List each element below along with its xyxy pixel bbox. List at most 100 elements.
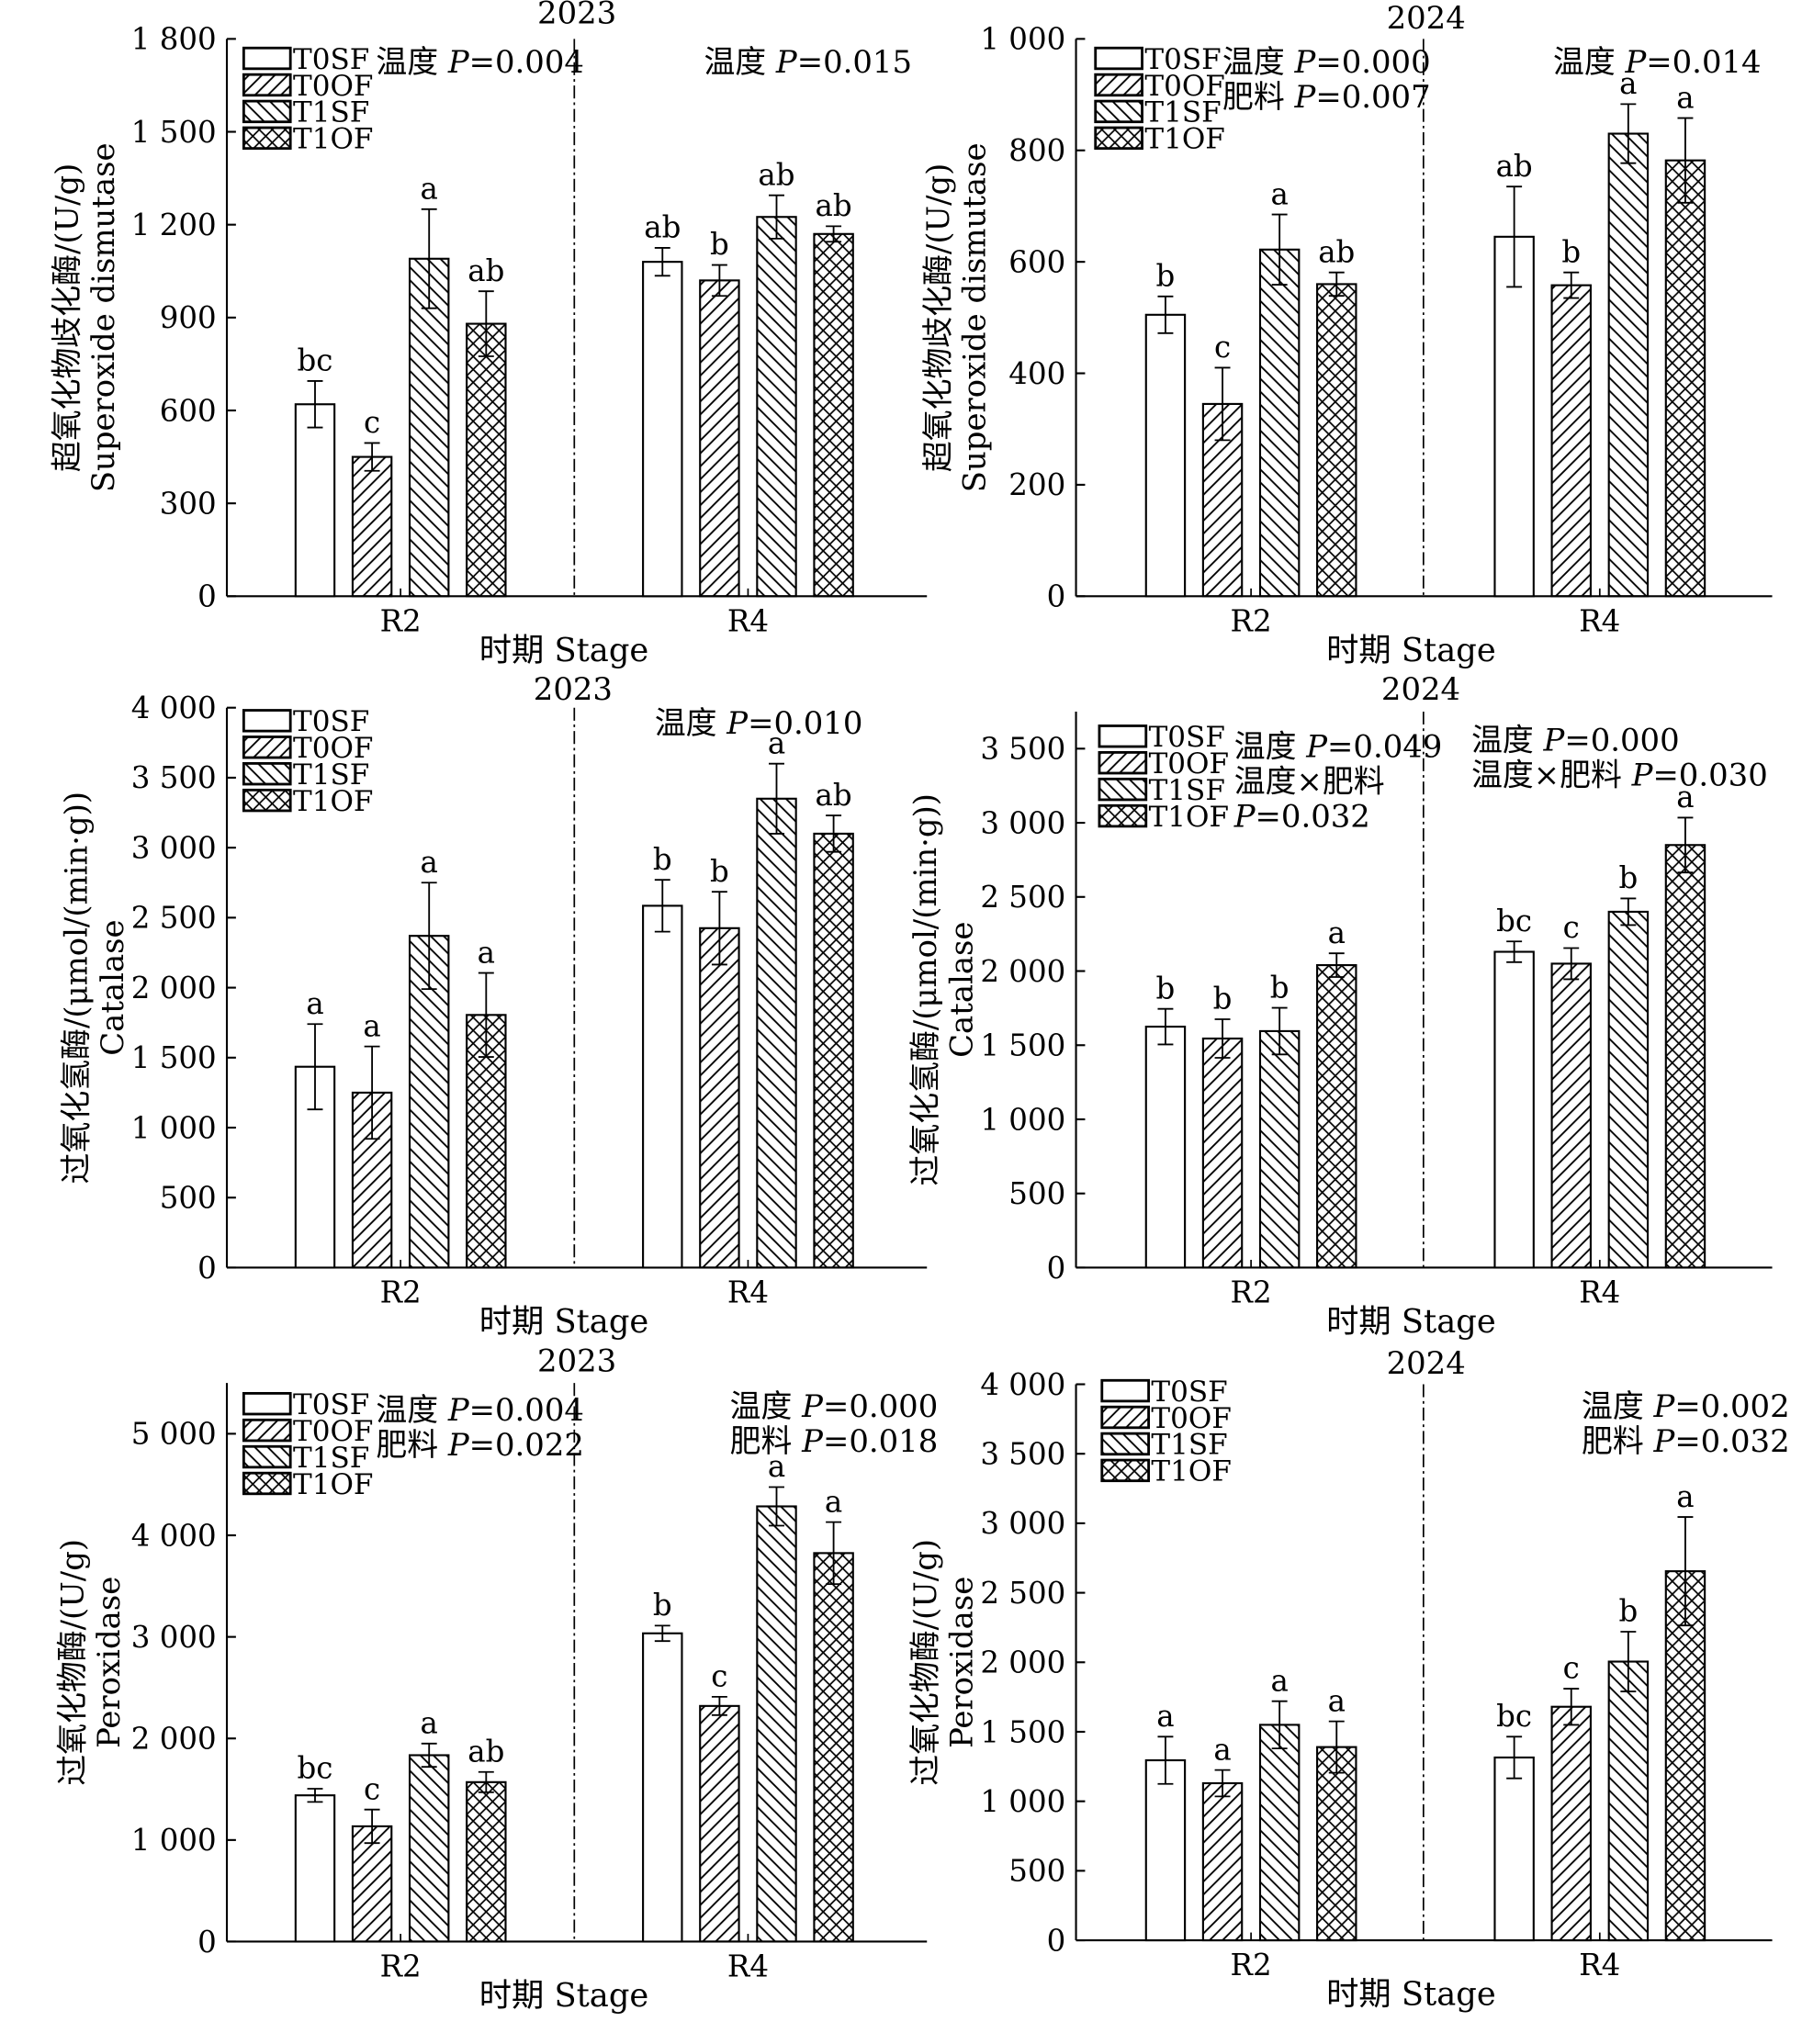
chart-panel-1: 0 300 600 900 1 200 1 500 1 800 2023 超氧化物歧化酶/(U/…: [50, 0, 928, 669]
legend-label: T0OF: [293, 732, 373, 765]
significance-letter: b: [1618, 1594, 1638, 1629]
bar-T0SF-R4: [1493, 950, 1535, 1269]
bar-T0OF-R4: [699, 1704, 740, 1943]
chart-title: 2024: [1381, 671, 1460, 707]
bar-T1OF-R4: [1664, 844, 1706, 1269]
y-tick-label: 1 000: [980, 1102, 1065, 1137]
bar-T0OF-R2: [351, 455, 393, 598]
significance-letter: a: [1328, 915, 1346, 950]
y-tick-label: 3 500: [980, 1437, 1065, 1472]
y-tick-label: 3 000: [980, 1506, 1065, 1541]
x-axis-label: 时期 Stage: [1326, 1303, 1496, 1341]
y-axis-label-cn: 过氧化物酶/(U/g): [54, 1539, 90, 1786]
chart-title: 2023: [534, 671, 613, 707]
chart-title: 2024: [1387, 0, 1466, 36]
x-tick-label: R2: [380, 1949, 422, 1984]
legend-swatch-T0SF: [242, 1391, 292, 1416]
legend-label: T1OF: [1151, 1455, 1231, 1488]
y-tick-label: 500: [1008, 1176, 1065, 1211]
significance-letter: b: [710, 227, 729, 262]
significance-letter: a: [1270, 176, 1288, 211]
legend-swatch-T1OF: [242, 126, 292, 151]
significance-letter: ab: [816, 778, 852, 813]
significance-letter: b: [653, 842, 672, 877]
significance-letter: c: [711, 1659, 727, 1694]
y-tick-label: 4 000: [980, 1367, 1065, 1402]
bar-T1SF-R4: [756, 1505, 797, 1943]
bar-T1SF-R2: [1258, 1724, 1301, 1942]
legend-label: T0SF: [293, 43, 369, 76]
significance-letter: ab: [467, 253, 504, 288]
y-tick-label: 3 000: [131, 1620, 217, 1655]
significance-letter: a: [363, 1008, 380, 1043]
y-tick-label: 0: [197, 579, 217, 614]
bar-T1OF-R2: [466, 322, 507, 598]
y-tick-label: 4 000: [131, 1518, 217, 1553]
x-tick-label: R2: [1231, 603, 1272, 638]
y-axis-label-cn: 过氧化物酶/(U/g): [907, 1539, 943, 1786]
legend-label: T0SF: [1151, 1376, 1227, 1409]
y-tick-label: 0: [197, 1925, 217, 1960]
y-tick-label: 1 200: [131, 208, 217, 242]
legend-label: T0OF: [1151, 1402, 1231, 1435]
x-tick-label: R2: [380, 1275, 422, 1310]
legend-label: T1OF: [293, 1468, 373, 1501]
y-tick-label: 0: [197, 1251, 217, 1286]
bar-T1SF-R2: [1258, 1029, 1301, 1269]
y-tick-label: 400: [1008, 356, 1065, 391]
bar-T0OF-R4: [1550, 1705, 1592, 1942]
bar-T0OF-R4: [699, 279, 740, 598]
y-axis-label-cn: 过氧化氢酶/(μmol/(min·g)): [59, 792, 95, 1184]
legend-label: T1OF: [293, 123, 373, 156]
significance-letter: a: [768, 725, 785, 760]
bar-T1OF-R4: [813, 1552, 854, 1943]
p-value-annotation: 温度 P=0.000: [1471, 722, 1680, 758]
legend-label: T0OF: [1144, 70, 1224, 103]
y-axis-label-cn: 超氧化物歧化酶/(U/g): [920, 163, 956, 472]
bar-T0OF-R4: [1550, 284, 1592, 598]
p-value-annotation: 温度 P=0.015: [704, 44, 912, 80]
y-axis-label-en: Catalase: [95, 919, 130, 1055]
legend-label: T1OF: [293, 785, 373, 818]
legend-label: T0SF: [1149, 721, 1225, 754]
p-value-annotation: 温度 P=0.004: [376, 44, 584, 80]
p-value-annotation: 温度 P=0.000: [730, 1388, 939, 1424]
x-tick-label: R2: [1231, 1948, 1272, 1982]
legend-label: T1SF: [293, 758, 369, 792]
bar-T1OF-R2: [466, 1780, 507, 1943]
significance-letter: a: [306, 986, 323, 1021]
legend-swatch-T1OF: [242, 1471, 292, 1496]
y-axis-label-en: Peroxidase: [91, 1577, 127, 1748]
bar-T0SF-R4: [642, 261, 683, 598]
legend-label: T0SF: [293, 1388, 369, 1421]
y-tick-label: 2 500: [980, 880, 1065, 915]
y-tick-label: 1 000: [131, 1823, 217, 1858]
bar-T1SF-R4: [756, 216, 797, 598]
x-axis-label: 时期 Stage: [479, 1977, 649, 2015]
y-tick-label: 1 500: [131, 115, 217, 150]
legend-swatch-T0SF: [242, 709, 292, 733]
significance-letter: c: [364, 405, 380, 440]
significance-letter: b: [1213, 982, 1233, 1016]
legend-swatch-T0SF: [1098, 724, 1148, 748]
significance-letter: ab: [644, 210, 681, 245]
significance-letter: a: [478, 935, 495, 970]
p-value-annotation: 温度 P=0.049: [1234, 728, 1443, 764]
p-value-annotation: 温度 P=0.002: [1582, 1388, 1790, 1424]
y-tick-label: 1 500: [131, 1040, 217, 1075]
y-tick-label: 4 000: [131, 691, 217, 725]
legend-swatch-T0OF: [242, 736, 292, 759]
p-value-annotation: 肥料 P=0.022: [376, 1427, 584, 1463]
chart-panel-6: 0 500 1 000 1 500 2 000 2 500 3 000 3 500 4 000 2…: [907, 1345, 1790, 2013]
y-tick-label: 300: [160, 486, 217, 521]
legend-swatch-T1SF: [242, 1444, 292, 1469]
p-value-annotation: 温度 P=0.014: [1553, 44, 1762, 80]
bar-T0SF-R2: [1144, 313, 1187, 598]
significance-letter: a: [825, 1484, 842, 1519]
significance-letter: b: [1270, 970, 1290, 1005]
y-tick-label: 5 000: [131, 1417, 217, 1452]
bar-T0OF-R4: [1550, 962, 1592, 1269]
chart-title: 2023: [537, 0, 616, 30]
y-axis-label-en: Catalase: [944, 922, 980, 1058]
